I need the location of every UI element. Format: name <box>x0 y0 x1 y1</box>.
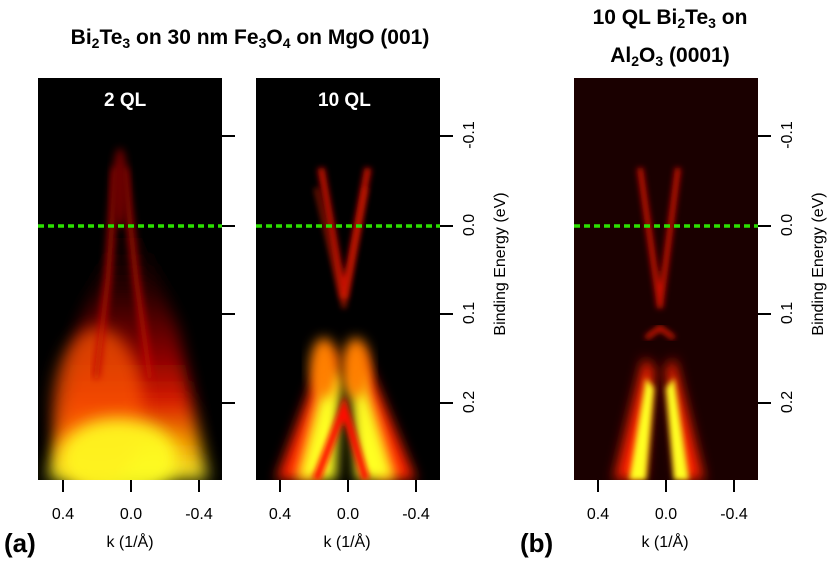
y-tick <box>758 135 771 137</box>
x-tick <box>279 480 281 492</box>
y-tick <box>440 402 453 404</box>
y-tick <box>440 313 453 315</box>
y-tick <box>758 313 771 315</box>
panel-label-10ql: 10 QL <box>318 90 371 111</box>
y-tick-label: 0.1 <box>461 301 478 325</box>
x-tick-label: -0.4 <box>720 506 748 523</box>
x-tick <box>733 480 735 492</box>
y-tick-label: -0.1 <box>779 121 796 149</box>
arpes-panel-2ql <box>38 78 222 480</box>
y-tick <box>222 225 235 227</box>
arpes-panel-al2o3 <box>574 78 758 480</box>
figure-a-title: Bi2Te3 on 30 nm Fe3O4 on MgO (001) <box>70 26 430 51</box>
x-axis-label: k (1/Å) <box>106 534 154 551</box>
figure-letter-a: (a) <box>4 528 36 558</box>
panel-label-2ql: 2 QL <box>104 90 147 111</box>
y-tick <box>758 402 771 404</box>
x-tick <box>347 480 349 492</box>
x-tick-label: 0.0 <box>119 506 143 523</box>
x-axis-label: k (1/Å) <box>641 534 689 551</box>
figure-b-title-line2: Al2O3 (0001) <box>610 44 730 69</box>
x-tick-label: -0.4 <box>185 506 213 523</box>
arpes-panel-10ql <box>256 78 440 480</box>
x-tick-label: -0.4 <box>402 506 430 523</box>
x-tick <box>130 480 132 492</box>
x-tick-label: 0.4 <box>51 506 75 523</box>
x-tick <box>198 480 200 492</box>
x-tick <box>415 480 417 492</box>
y-tick-label: 0.2 <box>779 390 796 414</box>
y-tick-label: 0.0 <box>461 213 478 237</box>
figure-letter-b: (b) <box>520 528 554 558</box>
x-tick-label: 0.4 <box>268 506 292 523</box>
x-tick <box>597 480 599 492</box>
y-tick <box>222 402 235 404</box>
x-tick-label: 0.0 <box>336 506 360 523</box>
y-tick-label: 0.2 <box>461 390 478 414</box>
x-tick-label: 0.4 <box>586 506 610 523</box>
y-axis-label: Binding Energy (eV) <box>810 192 827 336</box>
y-tick-label: 0.0 <box>779 213 796 237</box>
y-tick <box>758 225 771 227</box>
y-tick-label: -0.1 <box>461 121 478 149</box>
y-tick <box>440 225 453 227</box>
x-tick-label: 0.0 <box>654 506 678 523</box>
figure-b-title-line1: 10 QL Bi2Te3 on <box>592 6 748 31</box>
x-axis-label: k (1/Å) <box>323 534 371 551</box>
y-axis-label: Binding Energy (eV) <box>492 192 509 336</box>
y-tick <box>222 313 235 315</box>
x-tick <box>62 480 64 492</box>
y-tick <box>222 135 235 137</box>
y-tick <box>440 135 453 137</box>
y-tick-label: 0.1 <box>779 301 796 325</box>
x-tick <box>665 480 667 492</box>
